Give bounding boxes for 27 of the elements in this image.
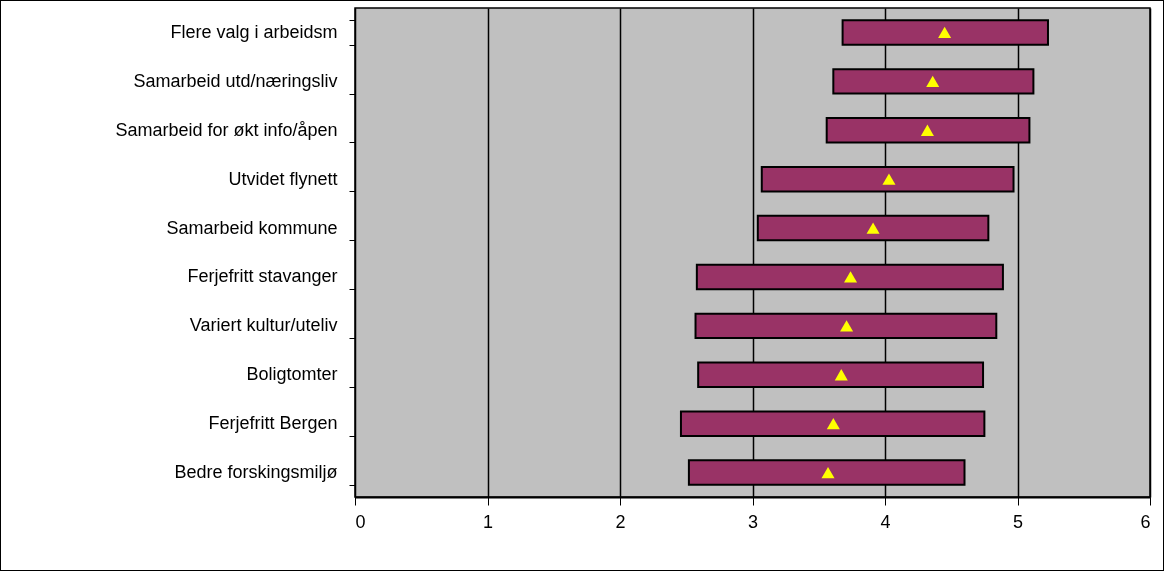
x-tick-label: 4 [880,511,891,532]
x-tick-label: 1 [482,511,494,532]
point [938,26,952,39]
x-tick-label: 0 [355,511,366,532]
point [834,369,848,381]
y-tick-label: Bedre forskingsmiljø [174,462,338,483]
y-tick-label: Utvidet flynett [228,168,338,189]
x-tick-label: 5 [1012,511,1024,532]
point [920,124,934,136]
x-tick-label: 6 [1140,511,1151,532]
point [866,222,880,234]
x-tick-label: 2 [615,511,626,532]
point [926,75,940,87]
y-tick-label: Samarbeid utd/næringsliv [133,70,338,91]
y-tick-label: Ferjefritt stavanger [187,266,338,287]
point [882,173,896,185]
y-tick-label: Flere valg i arbeidsm [170,21,338,42]
y-tick-label: Samarbeid kommune [166,217,338,238]
y-tick-label: Samarbeid for økt info/åpen [115,119,338,140]
point [821,466,835,479]
point [844,271,858,283]
y-tick-label: Ferjefritt Bergen [208,413,338,434]
x-tick-label: 3 [747,511,759,532]
point [826,418,840,430]
y-tick-label: Boligtomter [246,364,338,385]
y-tick-label: Variert kultur/uteliv [189,315,338,336]
point [840,320,854,332]
